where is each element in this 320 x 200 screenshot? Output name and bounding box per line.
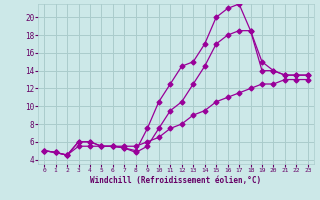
X-axis label: Windchill (Refroidissement éolien,°C): Windchill (Refroidissement éolien,°C)	[91, 176, 261, 185]
